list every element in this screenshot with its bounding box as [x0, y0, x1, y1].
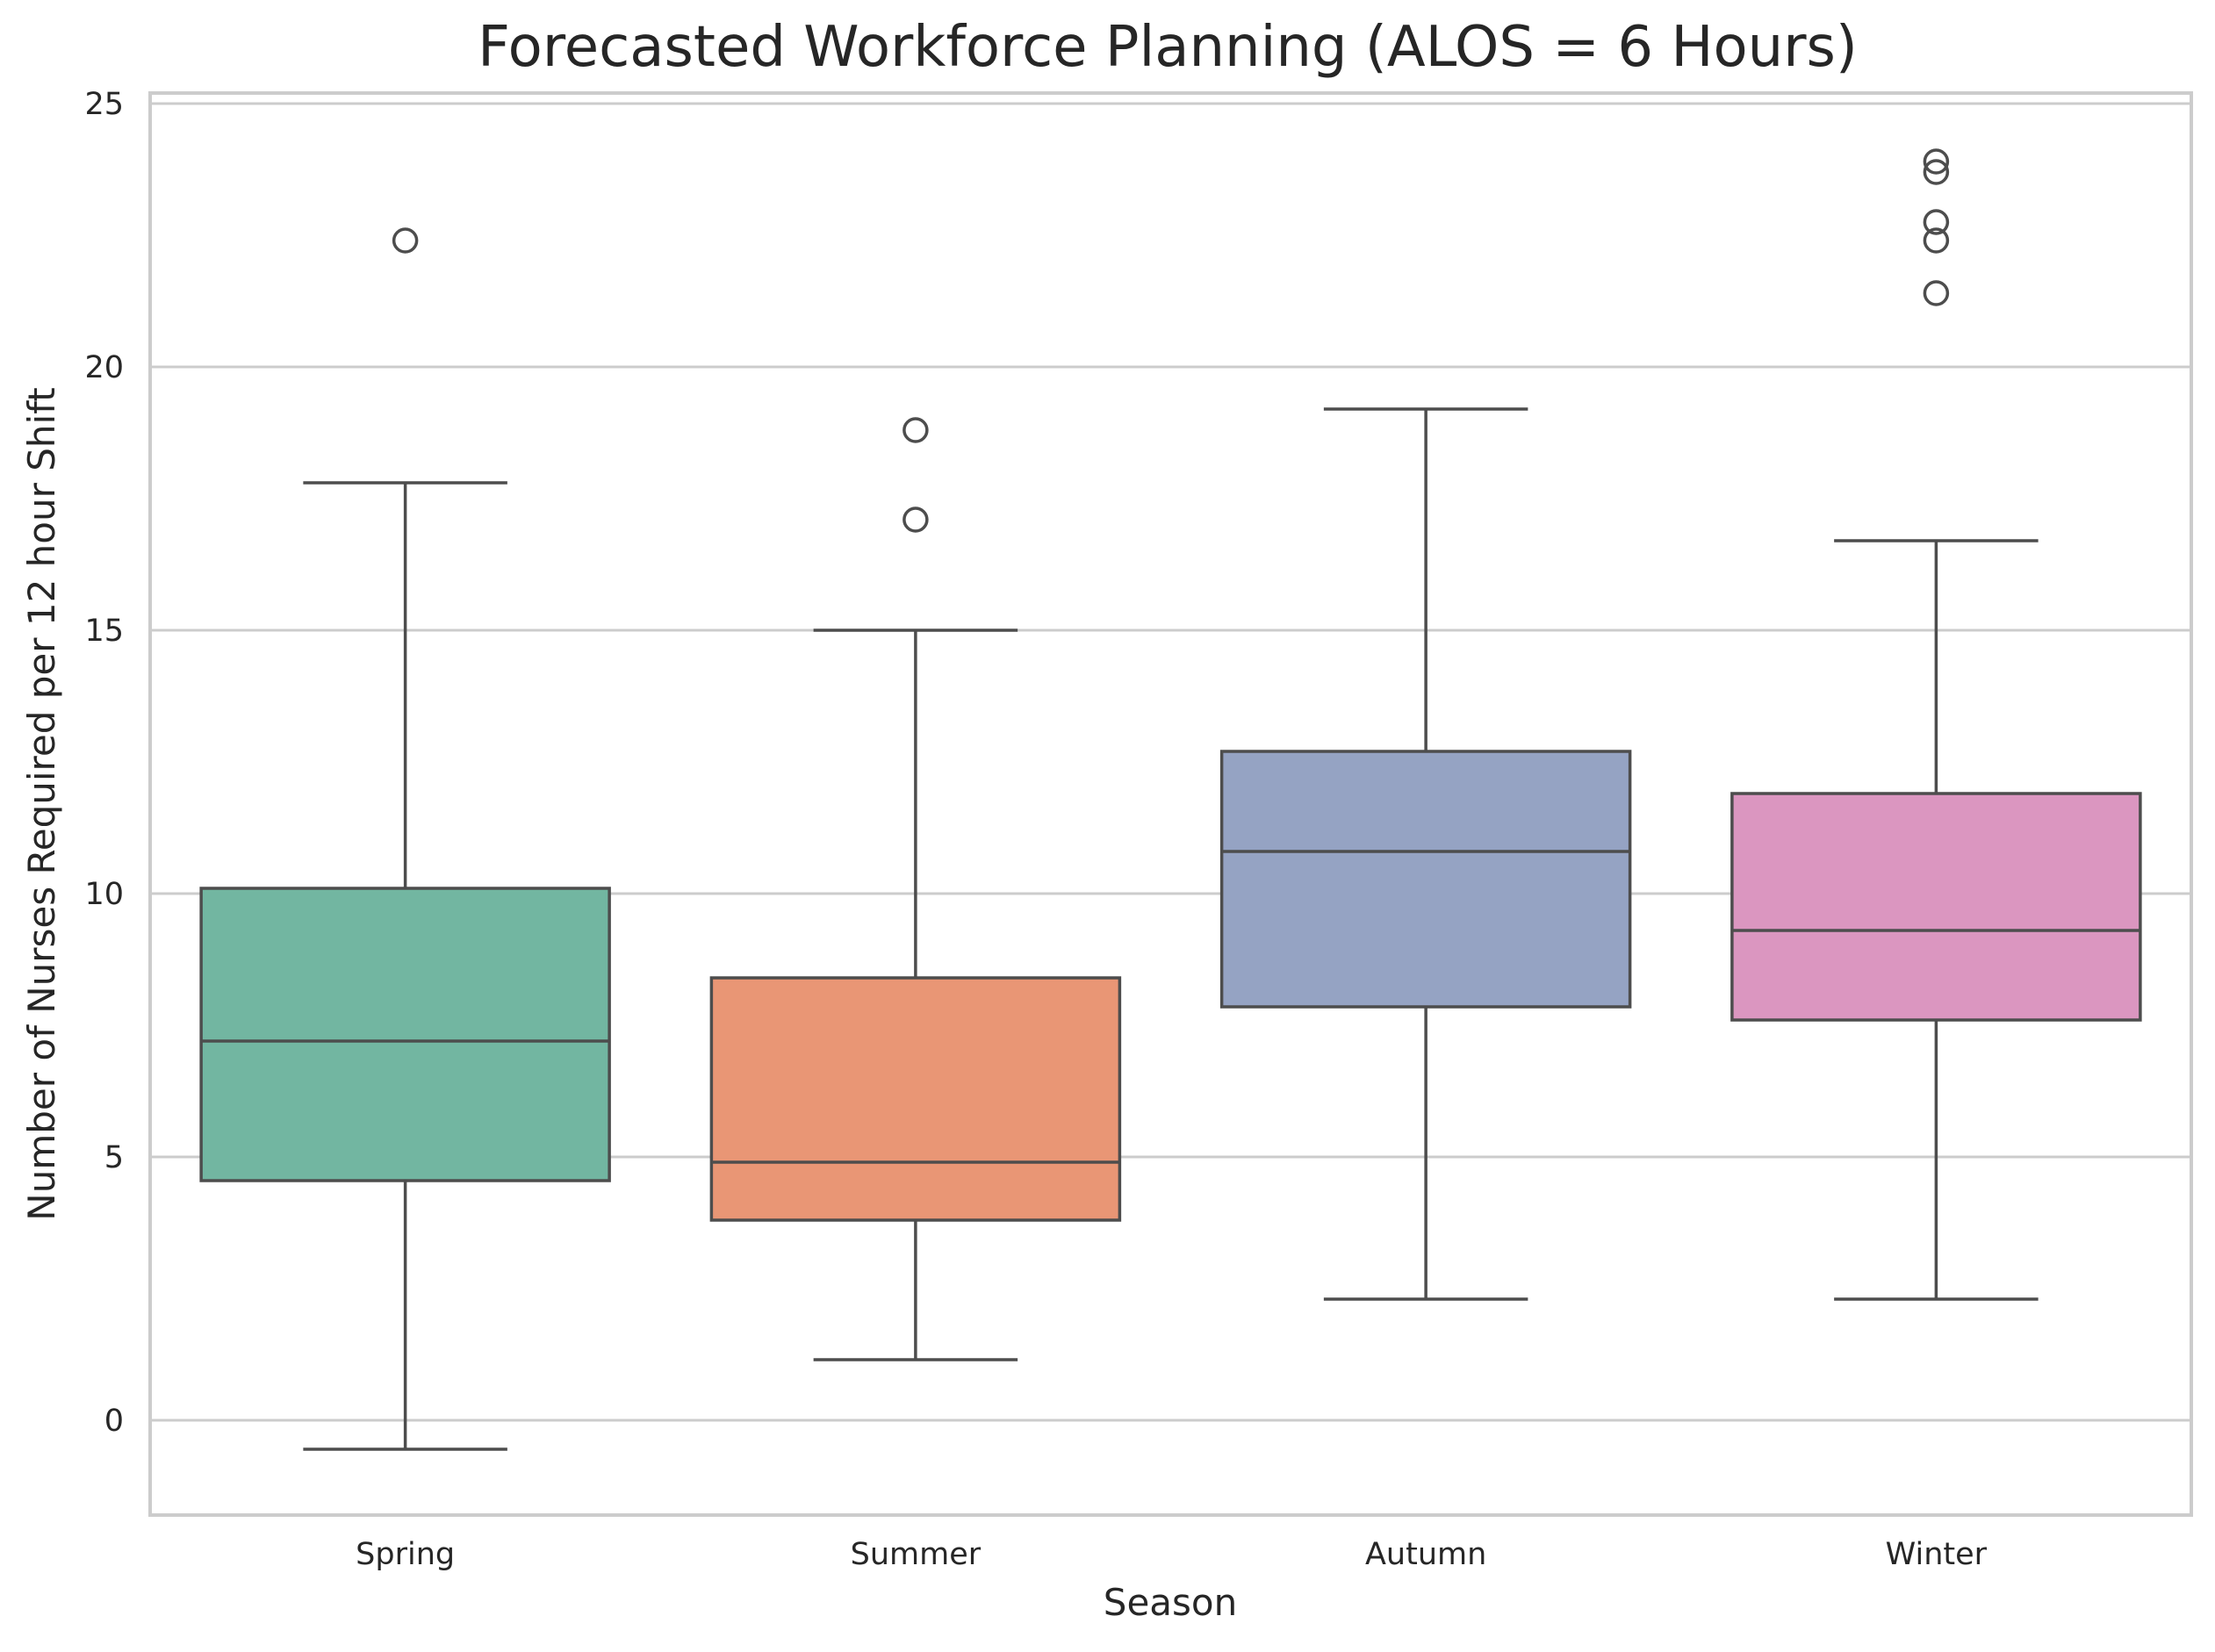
y-tick-label-10: 10	[84, 877, 124, 912]
grid-lines	[150, 102, 2191, 1422]
y-tick-label-5: 5	[104, 1140, 124, 1175]
outlier-winter-1	[1923, 227, 1950, 254]
x-tick-label-summer: Summer	[851, 1537, 982, 1572]
outlier-summer-0	[903, 506, 929, 533]
box-group-winter	[1730, 148, 2142, 1301]
tick-labels: 0 5 10 15 20 25 Spring Summer Autumn Winter	[84, 87, 1987, 1572]
box-summer	[709, 976, 1122, 1222]
boxes-layer	[199, 148, 2142, 1451]
outlier-spring-0	[392, 227, 419, 254]
chart-title: Forecasted Workforce Planning (ALOS = 6 …	[478, 15, 1858, 80]
box-autumn	[1219, 750, 1632, 1009]
plot-frame	[148, 91, 2193, 1517]
box-group-autumn	[1219, 407, 1632, 1301]
y-tick-label-25: 25	[84, 87, 124, 122]
y-tick-label-20: 20	[84, 350, 124, 385]
box-spring	[199, 887, 611, 1182]
outlier-summer-1	[903, 417, 929, 443]
outlier-winter-4	[1923, 148, 1950, 175]
box-winter	[1730, 792, 2142, 1022]
box-group-spring	[199, 227, 611, 1451]
y-tick-label-15: 15	[84, 614, 124, 649]
y-tick-label-0: 0	[104, 1404, 124, 1439]
x-axis-label: Season	[1104, 1581, 1237, 1624]
outlier-winter-3	[1923, 159, 1950, 185]
x-tick-label-spring: Spring	[356, 1537, 455, 1572]
outlier-winter-2	[1923, 209, 1950, 235]
box-group-summer	[709, 417, 1122, 1361]
outlier-winter-0	[1923, 280, 1950, 306]
x-tick-label-winter: Winter	[1886, 1537, 1988, 1572]
x-tick-label-autumn: Autumn	[1365, 1537, 1486, 1572]
y-axis-label: Number of Nurses Required per 12 hour Sh…	[20, 387, 63, 1220]
